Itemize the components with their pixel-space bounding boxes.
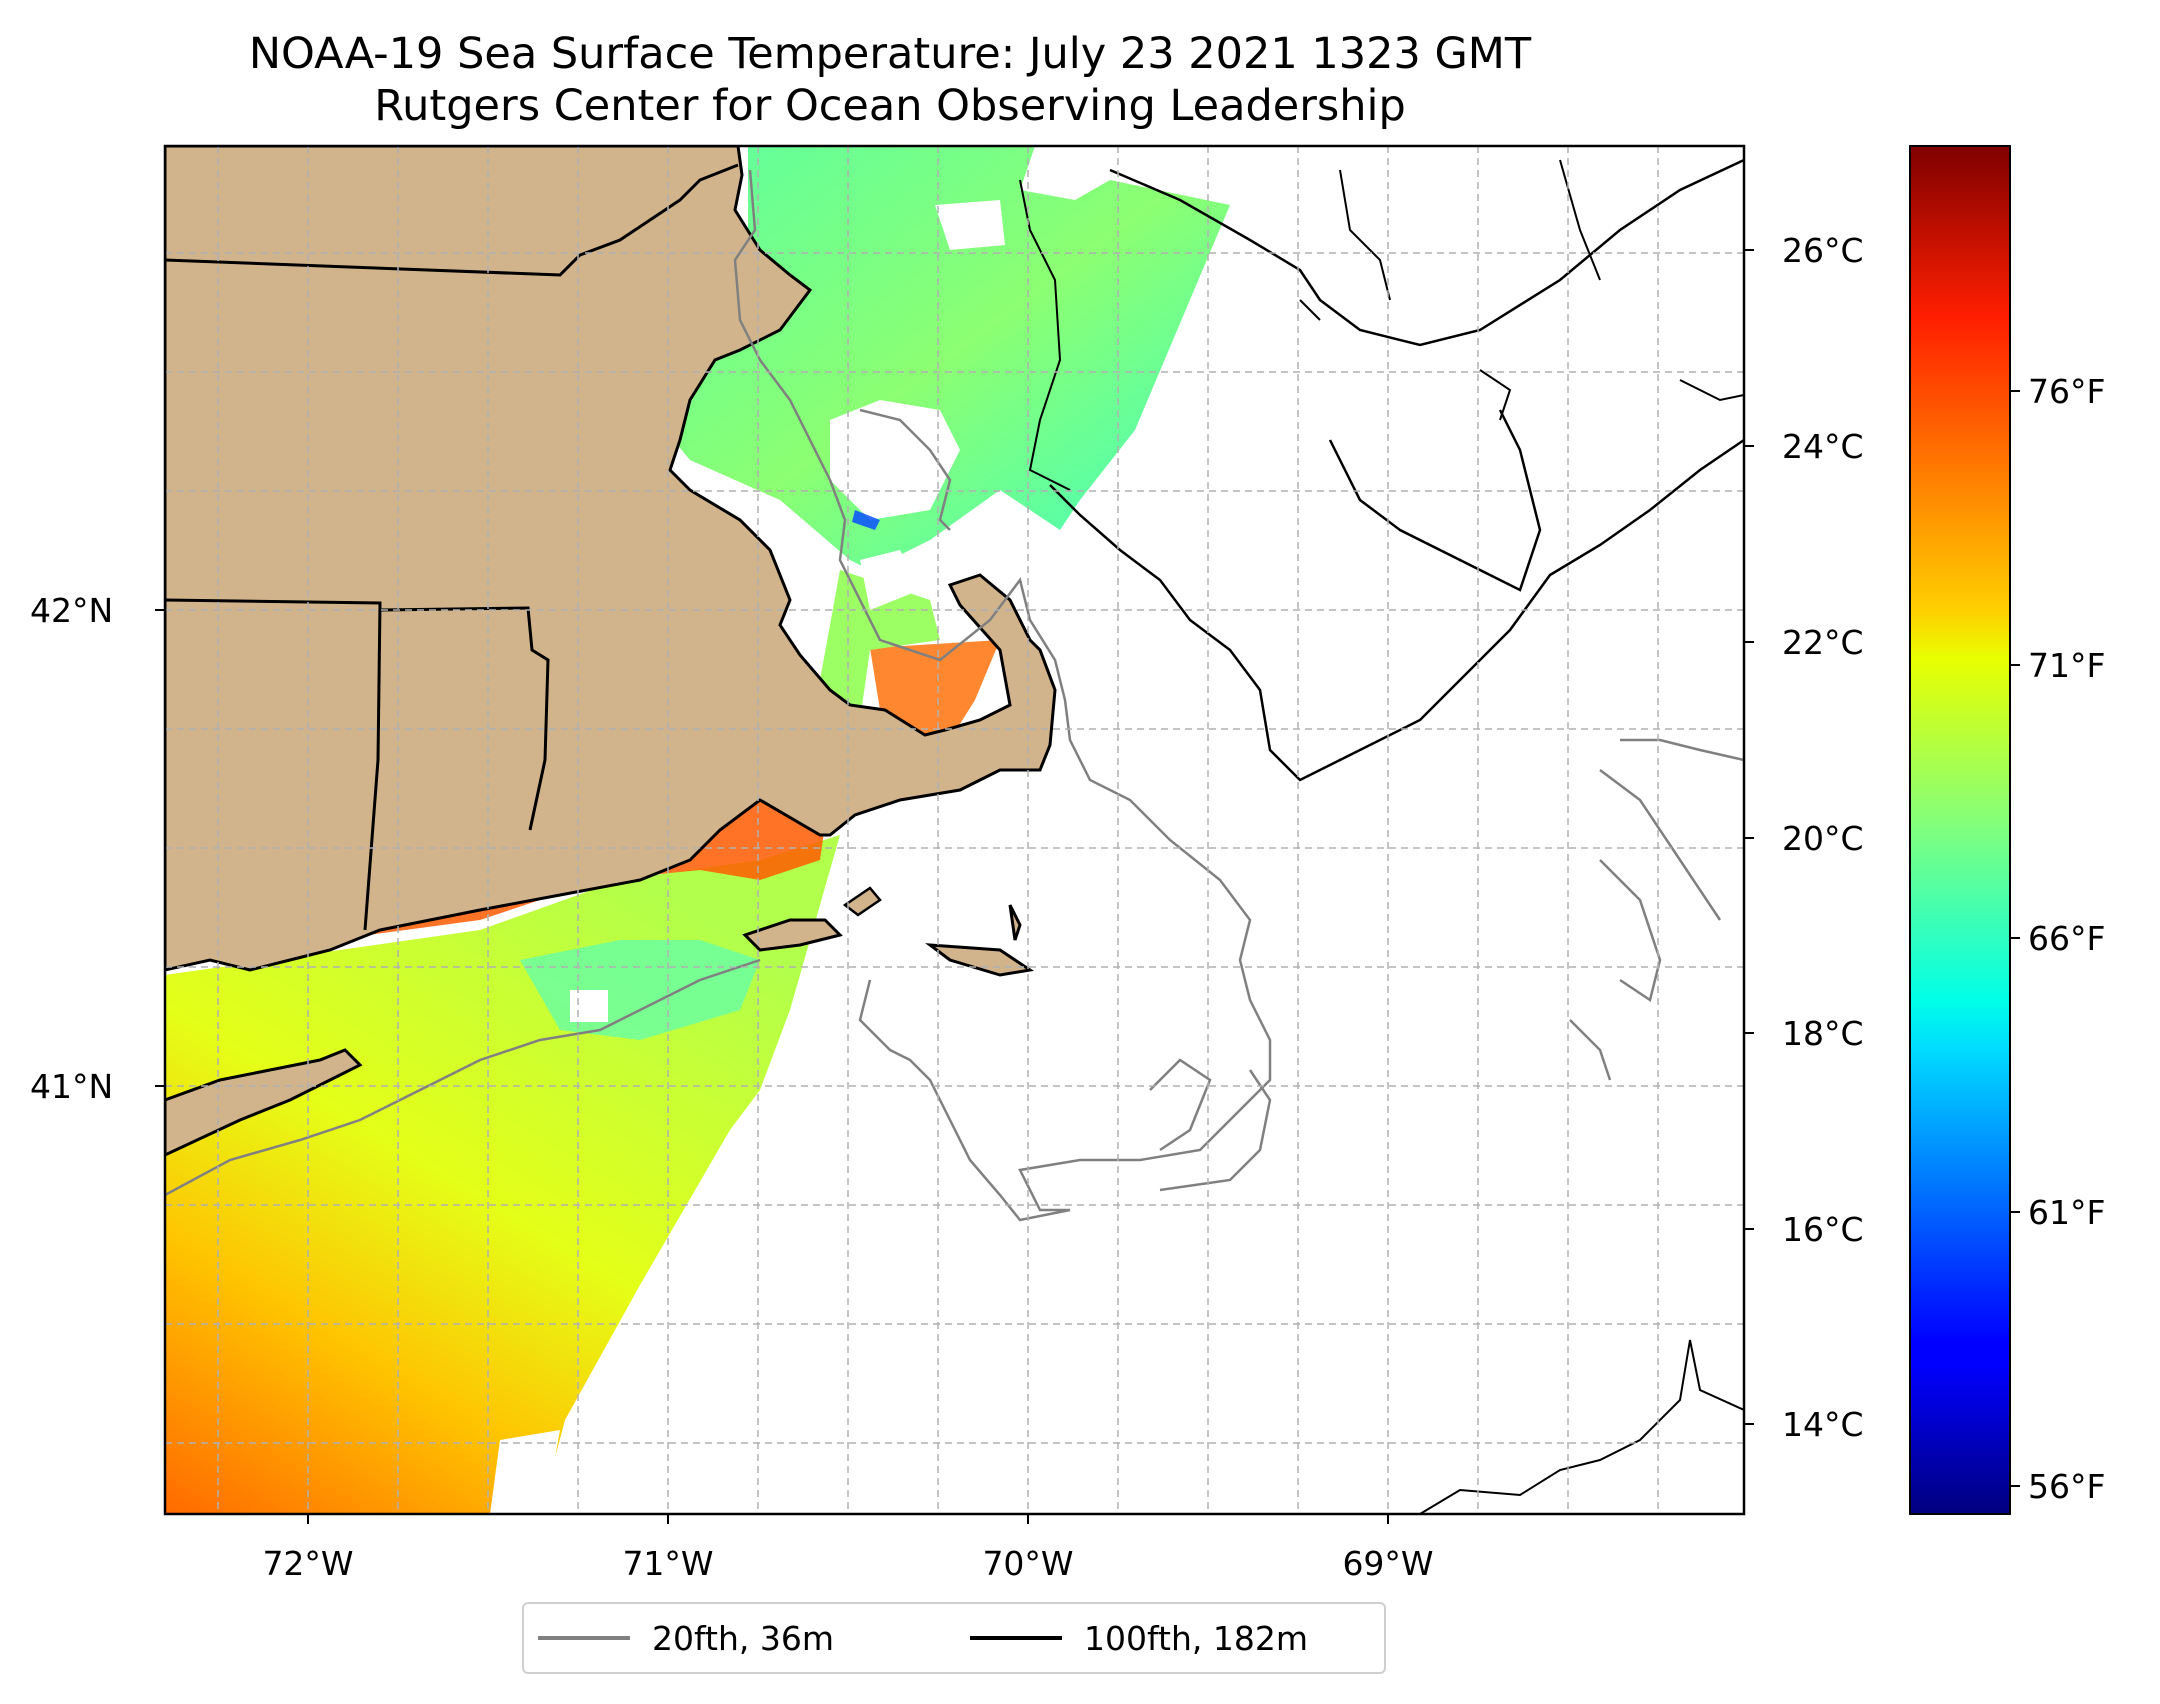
legend-item-20fth: 20fth, 36m bbox=[538, 1618, 834, 1658]
colorbar-ticks bbox=[2010, 390, 2020, 1487]
state-borders bbox=[165, 163, 739, 931]
legend-swatch-100fth bbox=[970, 1636, 1062, 1640]
celsius-tick-14: 14°C bbox=[1782, 1405, 1864, 1444]
land-new-england bbox=[165, 146, 1057, 972]
land-long-island bbox=[165, 1048, 363, 1157]
cold-spot bbox=[852, 510, 880, 530]
legend-item-100fth: 100fth, 182m bbox=[970, 1618, 1308, 1658]
cloud-gap-small bbox=[570, 990, 608, 1022]
legend-label-20fth: 20fth, 36m bbox=[652, 1618, 834, 1658]
sst-warm-coastal-band bbox=[330, 760, 830, 940]
x-tick-label-69w: 69°W bbox=[1342, 1544, 1433, 1583]
gridlines bbox=[165, 146, 1744, 1514]
island-elizabeth bbox=[842, 886, 882, 917]
sst-swath-north bbox=[665, 146, 1230, 570]
celsius-tick-24: 24°C bbox=[1782, 427, 1864, 466]
coast-nova-scotia bbox=[1049, 158, 1744, 782]
celsius-tick-20: 20°C bbox=[1782, 819, 1864, 858]
legend-label-100fth: 100fth, 182m bbox=[1084, 1618, 1308, 1658]
coast-maine bbox=[1019, 179, 1071, 491]
cloud-gap-north bbox=[935, 200, 1005, 250]
fahrenheit-tick-71: 71°F bbox=[2028, 646, 2105, 685]
map-legend: 20fth, 36m 100fth, 182m bbox=[522, 1602, 1386, 1674]
map-title: NOAA-19 Sea Surface Temperature: July 23… bbox=[248, 29, 1532, 79]
colorbar bbox=[1909, 145, 2011, 1515]
sst-inner-bay bbox=[820, 570, 940, 740]
celsius-tick-16: 16°C bbox=[1782, 1210, 1864, 1249]
land-nantucket bbox=[925, 904, 1034, 977]
fahrenheit-tick-66: 66°F bbox=[2028, 919, 2105, 958]
coast-north-inlets bbox=[1299, 159, 1744, 421]
cloud-gap-south bbox=[490, 1430, 560, 1514]
cloud-gap-massbay bbox=[830, 400, 960, 520]
land-marthas-vineyard bbox=[742, 918, 843, 952]
map-subtitle: Rutgers Center for Ocean Observing Leade… bbox=[374, 81, 1406, 131]
y-tick-label-42n: 42°N bbox=[30, 591, 113, 630]
fahrenheit-tick-61: 61°F bbox=[2028, 1193, 2105, 1232]
isobath-20fth bbox=[165, 169, 1744, 1222]
axis-ticks bbox=[155, 249, 1754, 1524]
x-tick-label-70w: 70°W bbox=[982, 1544, 1073, 1583]
x-tick-label-72w: 72°W bbox=[262, 1544, 353, 1583]
plot-frame bbox=[163, 144, 1746, 1516]
celsius-tick-18: 18°C bbox=[1782, 1014, 1864, 1053]
fahrenheit-tick-76: 76°F bbox=[2028, 372, 2105, 411]
y-tick-label-41n: 41°N bbox=[30, 1067, 113, 1106]
fahrenheit-tick-56: 56°F bbox=[2028, 1467, 2105, 1506]
cloud-gap-bay2 bbox=[860, 550, 920, 610]
celsius-tick-26: 26°C bbox=[1782, 231, 1864, 270]
legend-swatch-20fth bbox=[538, 1636, 630, 1640]
x-tick-label-71w: 71°W bbox=[622, 1544, 713, 1583]
sst-capecod-bay bbox=[870, 640, 1000, 740]
coast-south-edge bbox=[1419, 1339, 1744, 1514]
celsius-tick-22: 22°C bbox=[1782, 623, 1864, 662]
